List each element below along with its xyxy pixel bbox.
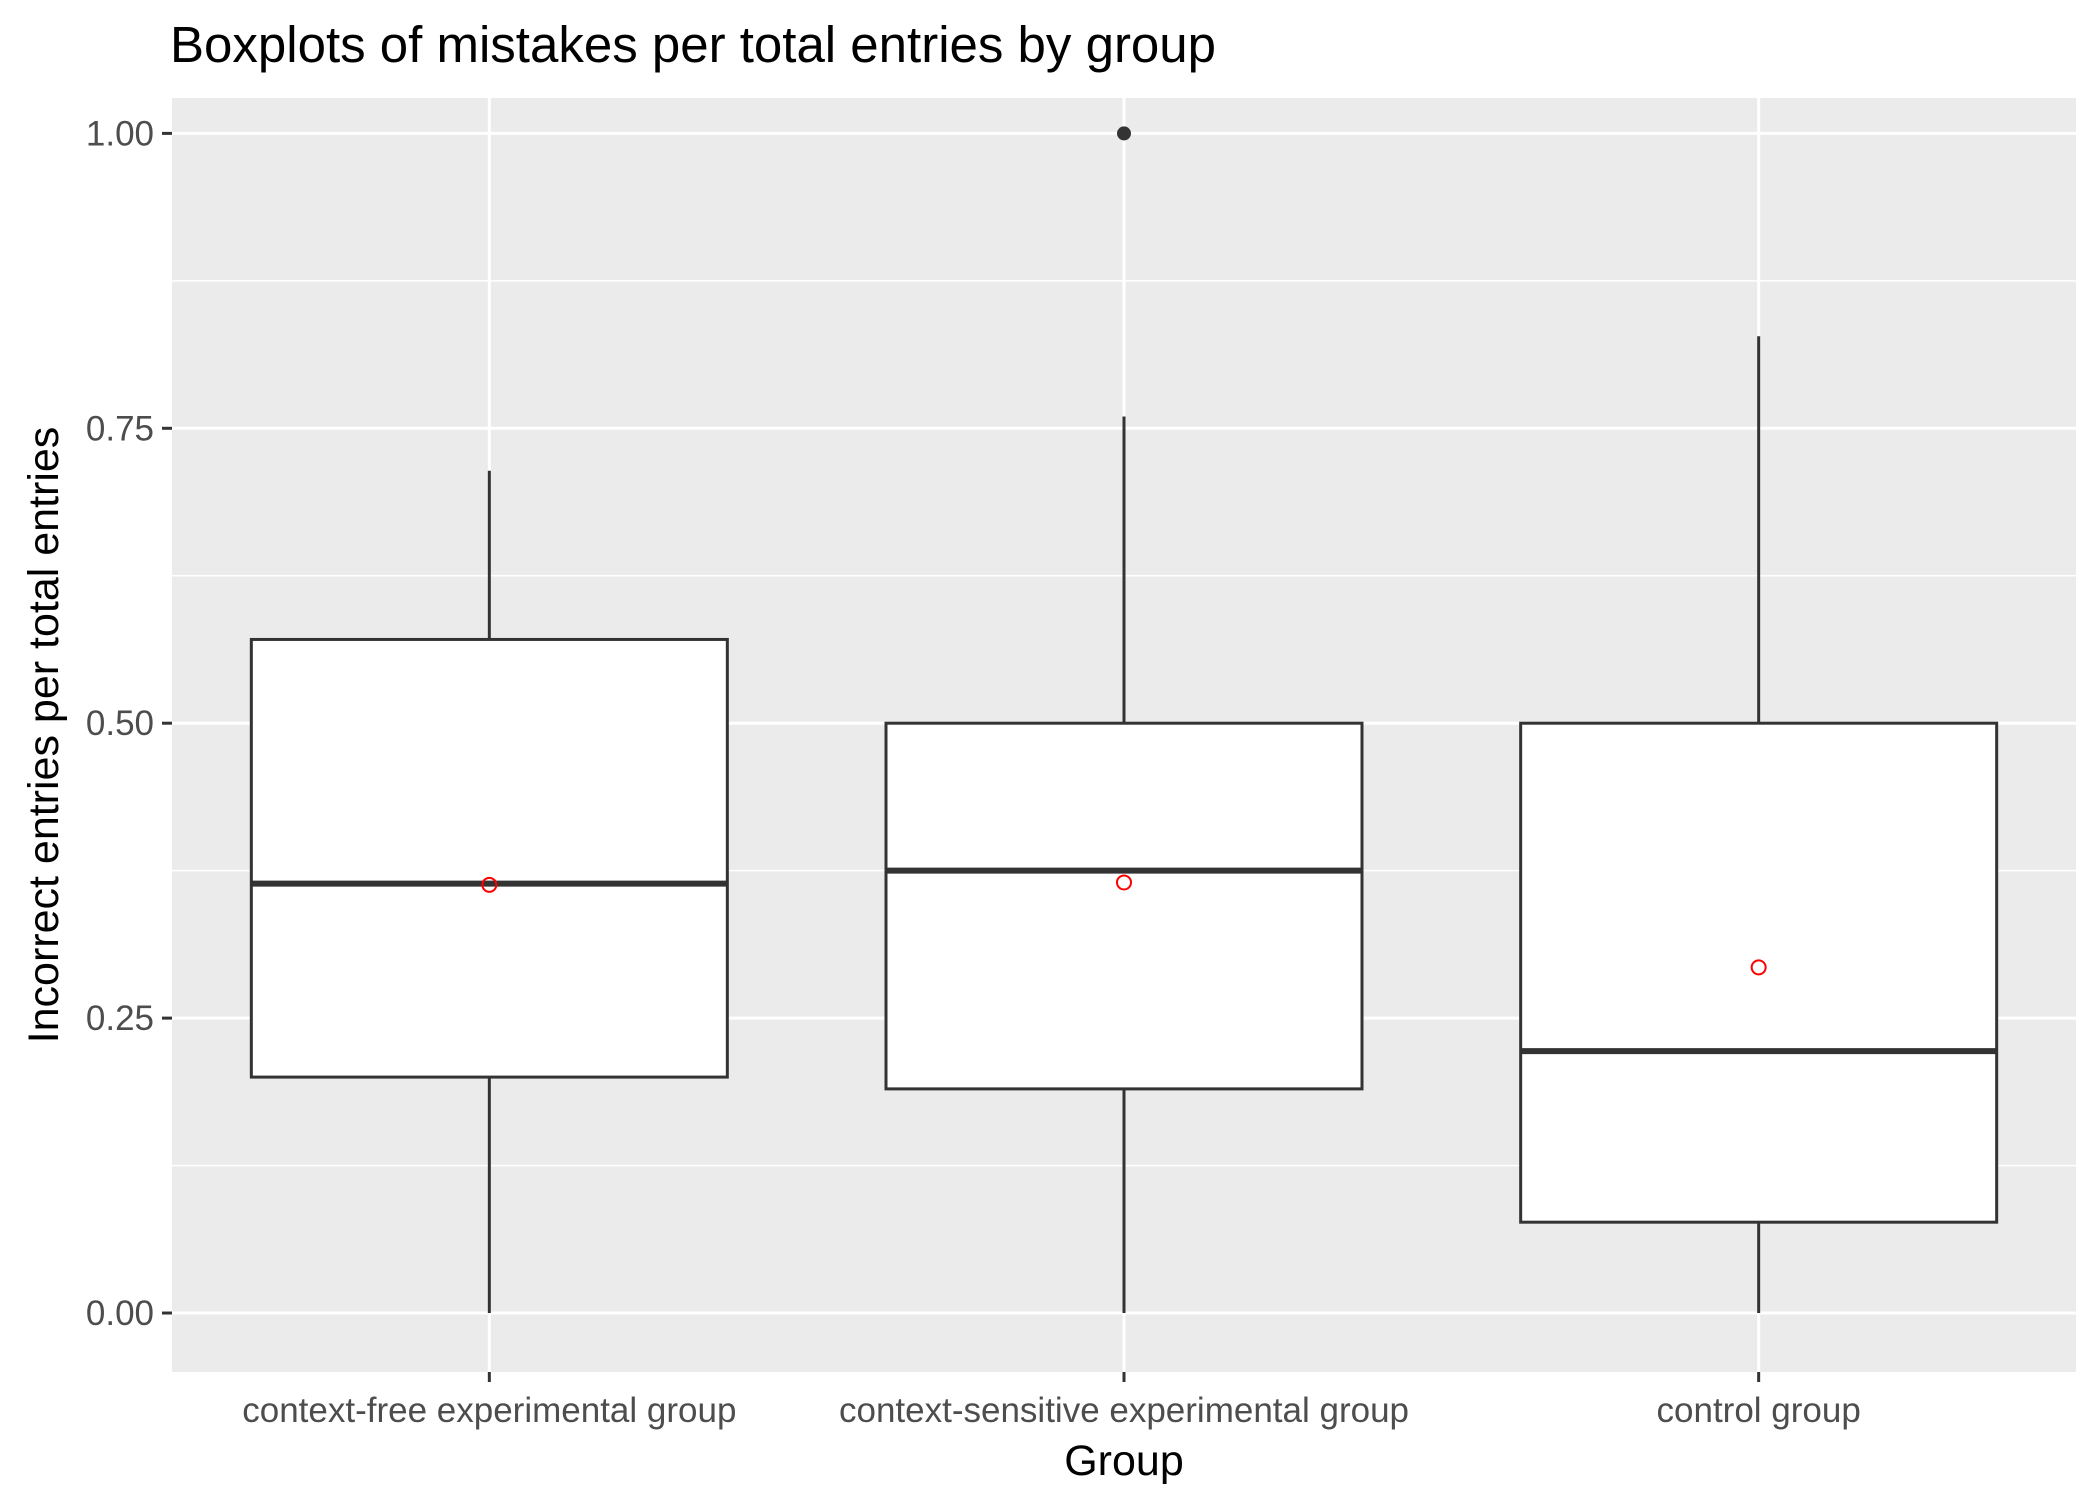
x-tick-label: control group [1657, 1391, 1861, 1430]
box-group [249, 470, 729, 1314]
y-tick-label: 0.25 [86, 999, 154, 1038]
box-group [884, 126, 1364, 1314]
mean-marker [1750, 959, 1767, 976]
y-tick-label: 0.50 [86, 704, 154, 743]
chart-title: Boxplots of mistakes per total entries b… [170, 16, 1216, 73]
x-axis-title: Group [1064, 1437, 1184, 1485]
box-iqr [249, 637, 729, 1079]
y-tick-label: 1.00 [86, 114, 154, 153]
mean-marker [481, 876, 498, 893]
y-axis: 0.00 0.25 0.50 0.75 1.00 [86, 114, 172, 1333]
box-iqr [1519, 721, 1999, 1224]
x-tick-label: context-sensitive experimental group [839, 1391, 1409, 1430]
x-tick-label: context-free experimental group [242, 1391, 736, 1430]
box-iqr [884, 721, 1364, 1091]
outlier-point [1117, 126, 1131, 141]
mean-marker [1116, 874, 1132, 891]
box-group [1519, 336, 1999, 1314]
y-tick-label: 0.00 [86, 1294, 154, 1333]
x-axis: context-free experimental group context-s… [242, 1372, 1861, 1430]
boxes [249, 126, 1999, 1314]
y-axis-title: Incorrect entries per total entries [20, 427, 68, 1044]
y-tick-label: 0.75 [86, 409, 154, 448]
